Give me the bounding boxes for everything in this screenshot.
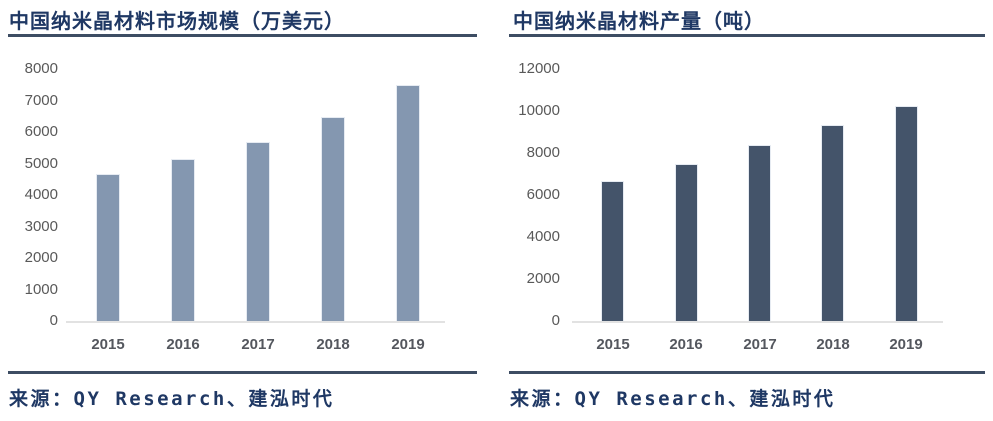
bar-2015	[601, 181, 624, 321]
x-label-2016: 2016	[669, 336, 703, 353]
bar-2017	[748, 145, 771, 321]
bar-2017	[246, 142, 270, 321]
y-tick-0: 0	[551, 312, 560, 329]
bar-2019	[396, 85, 420, 321]
title-divider	[509, 34, 985, 37]
x-label-2018: 2018	[316, 336, 350, 353]
y-tick-7000: 7000	[24, 91, 58, 109]
chart-panel-production: 中国纳米晶材料产量（吨） 来源：QY Research、建泓时代 0 2000 40…	[509, 0, 985, 421]
x-label-2015: 2015	[596, 336, 630, 353]
x-label-2015: 2015	[91, 336, 125, 353]
bar-2015	[96, 174, 120, 321]
bar-2019	[895, 106, 918, 321]
x-axis-line	[572, 321, 943, 323]
bar-2018	[321, 117, 345, 321]
footer-divider	[509, 371, 985, 374]
source-attribution: 来源：QY Research、建泓时代	[9, 388, 335, 410]
y-tick-4000: 4000	[24, 186, 58, 203]
x-axis-line	[66, 321, 445, 323]
chart-title-production: 中国纳米晶材料产量（吨）	[513, 9, 765, 33]
y-tick-6000: 6000	[526, 186, 560, 203]
x-label-2017: 2017	[241, 336, 275, 353]
y-tick-5000: 5000	[24, 154, 58, 172]
x-label-2019: 2019	[889, 336, 923, 353]
y-tick-8000: 8000	[526, 144, 560, 161]
y-tick-8000: 8000	[24, 60, 58, 77]
y-tick-2000: 2000	[24, 249, 58, 266]
x-label-2016: 2016	[166, 336, 200, 353]
x-label-2018: 2018	[816, 336, 850, 353]
bar-2018	[821, 125, 844, 321]
x-label-2017: 2017	[743, 336, 777, 353]
y-tick-1000: 1000	[24, 280, 58, 298]
y-tick-0: 0	[49, 312, 58, 329]
chart-title-market-size: 中国纳米晶材料市场规模（万美元）	[9, 9, 345, 33]
bar-2016	[675, 164, 698, 321]
y-tick-12000: 12000	[518, 60, 560, 77]
y-tick-3000: 3000	[24, 217, 58, 235]
y-tick-6000: 6000	[24, 123, 58, 140]
chart-panel-market-size: 中国纳米晶材料市场规模（万美元） 来源：QY Research、建泓时代 0 10…	[8, 0, 477, 421]
y-tick-2000: 2000	[526, 270, 560, 287]
source-attribution: 来源：QY Research、建泓时代	[510, 388, 836, 410]
title-divider	[8, 34, 477, 37]
y-tick-10000: 10000	[518, 102, 560, 119]
y-tick-4000: 4000	[526, 228, 560, 245]
x-label-2019: 2019	[391, 336, 425, 353]
bar-2016	[171, 159, 195, 321]
footer-divider	[8, 371, 477, 374]
